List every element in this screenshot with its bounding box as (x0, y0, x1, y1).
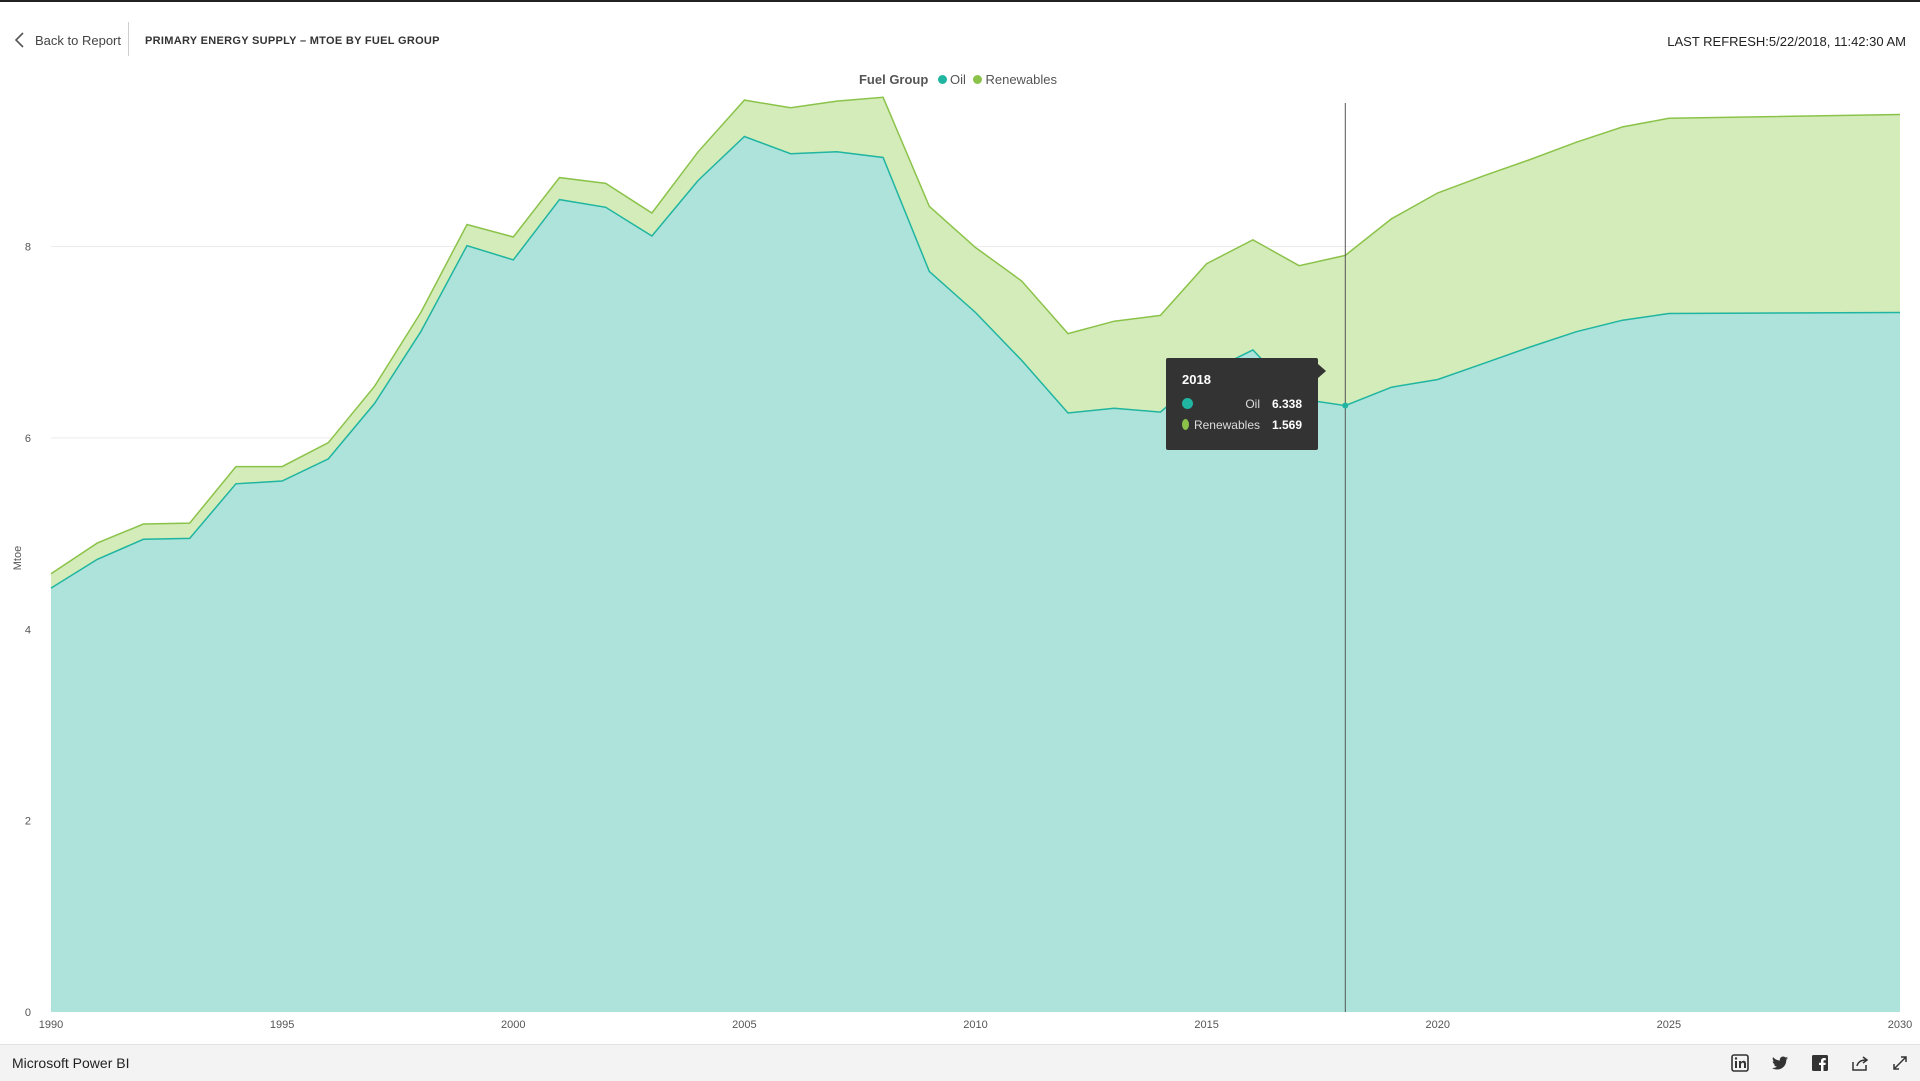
legend-title: Fuel Group (858, 72, 929, 87)
y-tick-label: 4 (25, 624, 31, 636)
tooltip-dot-renewables (1182, 419, 1189, 430)
fullscreen-icon[interactable] (1890, 1053, 1910, 1073)
x-tick-label: 2030 (1888, 1019, 1912, 1031)
tooltip-row-oil: Oil 6.338 (1182, 393, 1302, 414)
line-oil (50, 135, 1901, 589)
tooltip-value-renewables: 1.569 (1272, 417, 1303, 432)
back-label: Back to Report (35, 32, 121, 48)
chevron-left-icon (14, 32, 24, 48)
x-tick-label: 2010 (963, 1019, 987, 1031)
tooltip-value-oil: 6.338 (1272, 396, 1303, 411)
header-divider (128, 22, 129, 56)
tooltip-arrow (1318, 364, 1326, 378)
area-renewables[interactable] (51, 97, 1900, 589)
legend-label-oil: Oil (949, 72, 966, 87)
chart-axes: 0 2 4 6 8 1990 1995 2000 2005 2010 2015 2020 2025 203… (25, 242, 1912, 1031)
legend-item-oil[interactable]: Oil (937, 72, 970, 87)
y-tick-label: 0 (25, 1007, 31, 1019)
x-tick-label: 1995 (270, 1019, 294, 1031)
page-title: PRIMARY ENERGY SUPPLY – MTOE BY FUEL GRO… (145, 35, 440, 47)
hover-point-oil (1342, 402, 1349, 409)
tooltip-row-renewables: Renewables 1.569 (1182, 414, 1302, 435)
legend-label-renewables: Renewables (985, 72, 1058, 87)
area-chart[interactable]: 0 2 4 6 8 1990 1995 2000 2005 2010 2015 2020 2025 203… (0, 0, 1920, 1044)
back-to-report-button[interactable]: Back to Report (14, 32, 121, 48)
x-tick-label: 2000 (501, 1019, 525, 1031)
linkedin-icon[interactable] (1730, 1053, 1750, 1073)
x-tick-label: 2020 (1426, 1019, 1450, 1031)
legend-dot-oil (937, 75, 947, 84)
x-tick-label: 2005 (732, 1019, 756, 1031)
twitter-icon[interactable] (1770, 1053, 1790, 1073)
last-refresh: LAST REFRESH:5/22/2018, 11:42:30 AM (1667, 34, 1906, 49)
facebook-icon[interactable] (1810, 1053, 1830, 1073)
header: Back to Report PRIMARY ENERGY SUPPLY – M… (0, 22, 1920, 60)
y-axis-label: Mtoe (12, 546, 24, 570)
tooltip-year: 2018 (1182, 372, 1211, 387)
y-tick-label: 2 (25, 816, 31, 828)
x-tick-label: 2025 (1657, 1019, 1681, 1031)
legend-dot-renewables (973, 75, 983, 84)
y-tick-label: 8 (25, 242, 31, 254)
share-icon[interactable] (1850, 1053, 1870, 1073)
y-tick-label: 6 (25, 433, 31, 445)
line-renewables (50, 96, 1901, 575)
brand-label: Microsoft Power BI (12, 1055, 130, 1071)
tooltip-name-renewables: Renewables (1193, 417, 1260, 432)
tooltip-dot-oil (1182, 398, 1193, 409)
chart-areas (50, 96, 1901, 1012)
tooltip-name-oil: Oil (1245, 396, 1260, 411)
x-tick-label: 2015 (1194, 1019, 1218, 1031)
area-oil[interactable] (51, 136, 1900, 1012)
chart-legend: Fuel Group Oil Renewables (0, 72, 1920, 87)
share-toolbar (1710, 1053, 1910, 1073)
top-border (0, 0, 1920, 2)
x-tick-label: 1990 (39, 1019, 63, 1031)
tooltip: 2018 Oil 6.338 Renewables 1.569 (1166, 358, 1326, 450)
footer: Microsoft Power BI (0, 1044, 1920, 1081)
legend-item-renewables[interactable]: Renewables (973, 72, 1057, 87)
